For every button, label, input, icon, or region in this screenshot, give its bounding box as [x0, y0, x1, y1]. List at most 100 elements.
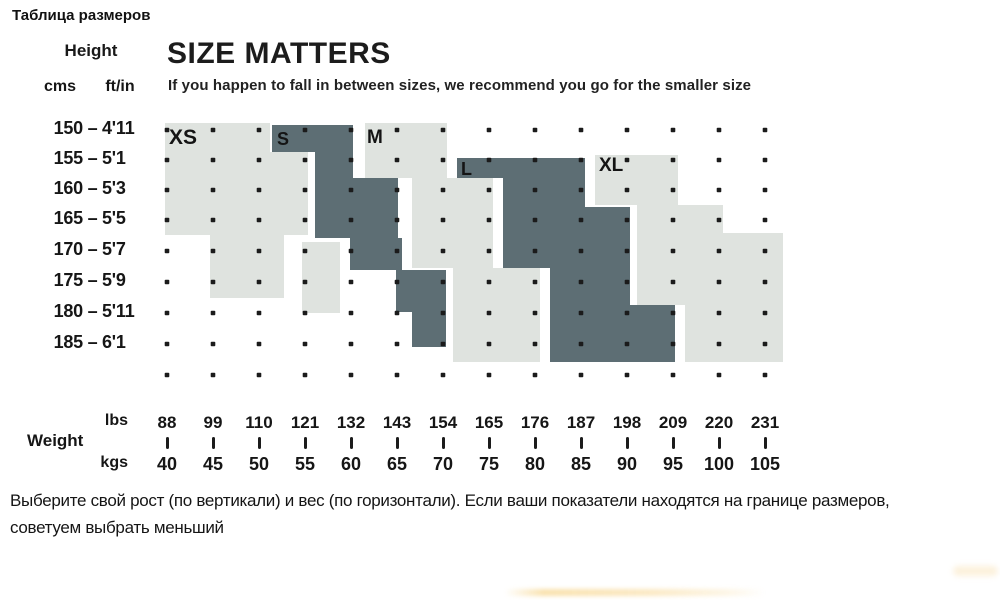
grid-dot — [440, 127, 446, 133]
height-axis-label: Height — [64, 41, 118, 60]
height-ftin: 5'5 — [102, 208, 126, 228]
grid-dot — [716, 127, 722, 133]
chart-subtitle: If you happen to fall in between sizes, … — [168, 77, 752, 94]
grid-dot — [486, 187, 492, 193]
height-dash: – — [87, 208, 98, 228]
weight-lbs: 198 — [612, 413, 642, 432]
page-title: Таблица размеров — [12, 7, 151, 24]
grid-dot — [394, 310, 400, 316]
height-dash: – — [87, 148, 98, 168]
grid-dot — [348, 310, 354, 316]
grid-dot — [670, 310, 676, 316]
watermark-smudge — [505, 589, 765, 596]
grid-dot — [716, 187, 722, 193]
size-label-xs: XS — [169, 126, 198, 149]
weight-kgs: 95 — [662, 454, 684, 474]
weight-lbs: 154 — [428, 413, 458, 432]
grid-dot — [532, 217, 538, 223]
grid-dot — [578, 372, 584, 378]
grid-dot — [394, 372, 400, 378]
grid-dot — [624, 187, 630, 193]
height-cms: 160 — [53, 178, 84, 198]
weight-kgs: 45 — [202, 454, 224, 474]
grid-dot — [302, 217, 308, 223]
grid-dot — [394, 127, 400, 133]
grid-dot — [532, 187, 538, 193]
weight-axis-label: Weight — [27, 431, 84, 450]
weight-lbs: 121 — [290, 413, 320, 432]
grid-dot — [578, 341, 584, 347]
grid-dot — [256, 372, 262, 378]
grid-dot — [210, 187, 216, 193]
height-cms: 155 — [53, 148, 84, 168]
weight-tick — [441, 437, 445, 449]
chart-title: SIZE MATTERS — [167, 37, 391, 70]
grid-dot — [256, 217, 262, 223]
grid-dot — [440, 157, 446, 163]
weight-tick — [579, 437, 583, 449]
grid-dot — [716, 341, 722, 347]
grid-dot — [164, 217, 170, 223]
height-cms: 170 — [53, 239, 84, 259]
grid-dot — [670, 248, 676, 254]
size-region-m — [365, 123, 540, 362]
weight-kgs: 50 — [248, 454, 270, 474]
grid-dot — [394, 279, 400, 285]
weight-kgs: 90 — [616, 454, 638, 474]
grid-dot — [670, 341, 676, 347]
size-label-m: M — [367, 127, 383, 148]
grid-dot — [624, 341, 630, 347]
height-ftin: 5'1 — [102, 148, 126, 168]
grid-dot — [578, 217, 584, 223]
grid-dot — [302, 341, 308, 347]
size-region-xs — [302, 242, 340, 313]
grid-dot — [440, 187, 446, 193]
grid-dot — [762, 157, 768, 163]
grid-dot — [348, 187, 354, 193]
grid-dot — [302, 187, 308, 193]
height-row: 180–5'11 — [0, 301, 170, 325]
weight-lbs: 143 — [382, 413, 412, 432]
weight-tick — [533, 437, 537, 449]
grid-dot — [302, 248, 308, 254]
grid-dot — [624, 279, 630, 285]
grid-dot — [716, 372, 722, 378]
grid-dot — [348, 341, 354, 347]
height-row: 155–5'1 — [0, 148, 170, 172]
grid-dot — [578, 157, 584, 163]
weight-lbs: 176 — [520, 413, 550, 432]
grid-dot — [716, 248, 722, 254]
grid-dot — [440, 248, 446, 254]
grid-dot — [486, 127, 492, 133]
grid-dot — [670, 157, 676, 163]
grid-dot — [164, 157, 170, 163]
grid-dot — [210, 279, 216, 285]
grid-dot — [532, 279, 538, 285]
height-cms: 175 — [53, 270, 84, 290]
grid-dot — [302, 127, 308, 133]
grid-dot — [256, 127, 262, 133]
grid-dot — [164, 248, 170, 254]
grid-dot — [302, 279, 308, 285]
footer-line-1: Выберите свой рост (по вертикали) и вес … — [10, 491, 890, 510]
grid-dot — [256, 157, 262, 163]
weight-tick — [211, 437, 215, 449]
grid-dot — [670, 372, 676, 378]
grid-dot — [716, 157, 722, 163]
grid-dot — [256, 341, 262, 347]
grid-dot — [440, 217, 446, 223]
height-dash: – — [87, 239, 98, 259]
weight-kgs: 60 — [340, 454, 362, 474]
height-cms: 150 — [53, 118, 84, 138]
size-label-xl: XL — [599, 155, 624, 176]
weight-tick — [349, 437, 353, 449]
height-ftin: 5'11 — [102, 301, 135, 321]
grid-dot — [624, 127, 630, 133]
grid-dot — [210, 127, 216, 133]
grid-dot — [762, 217, 768, 223]
height-row: 185–6'1 — [0, 332, 170, 356]
size-region-xs — [165, 123, 308, 298]
weight-kgs: 70 — [432, 454, 454, 474]
weight-tick — [165, 437, 169, 449]
weight-tick — [763, 437, 767, 449]
